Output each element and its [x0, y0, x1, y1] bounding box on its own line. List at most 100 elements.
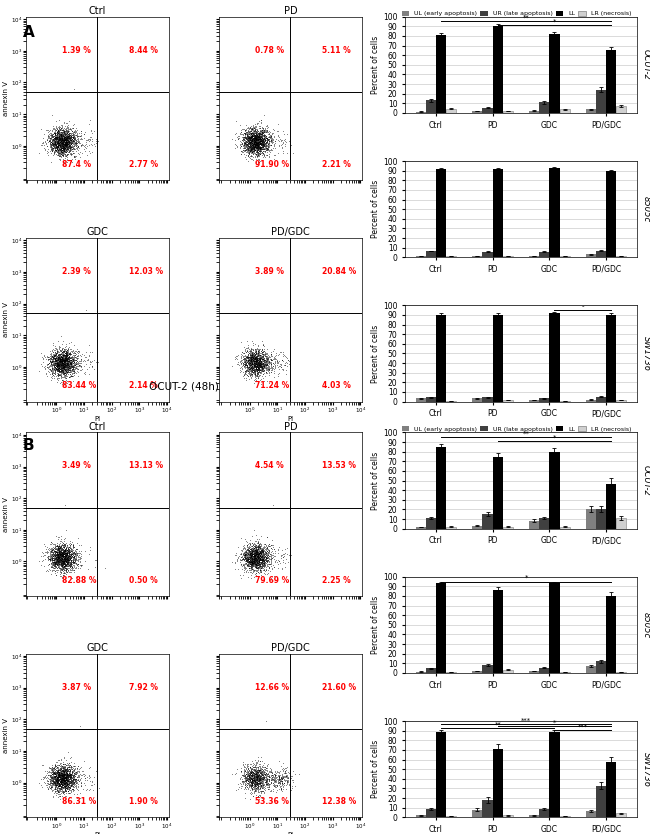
- Point: [58, 554, 69, 567]
- Point: [57, 543, 68, 556]
- Point: [79, 769, 90, 782]
- Point: [252, 352, 262, 365]
- Point: [252, 132, 262, 145]
- Point: [243, 133, 254, 147]
- Point: [249, 543, 259, 556]
- Point: [250, 147, 260, 160]
- Point: [265, 350, 276, 364]
- Point: [261, 306, 271, 319]
- Point: [242, 364, 252, 377]
- Point: [255, 549, 266, 562]
- Point: [74, 354, 85, 367]
- Point: [258, 761, 268, 774]
- Point: [77, 722, 88, 736]
- Point: [49, 770, 60, 783]
- Point: [248, 139, 259, 153]
- Point: [248, 722, 259, 736]
- Point: [267, 306, 278, 319]
- Point: [248, 140, 259, 153]
- Point: [53, 786, 64, 799]
- Point: [250, 134, 260, 148]
- Point: [61, 133, 72, 147]
- Point: [256, 501, 266, 515]
- Point: [53, 124, 64, 138]
- Point: [66, 130, 76, 143]
- Point: [261, 766, 272, 780]
- Point: [55, 551, 66, 565]
- Point: [62, 539, 72, 552]
- Point: [55, 775, 66, 788]
- Point: [53, 775, 63, 788]
- Point: [244, 138, 255, 152]
- Point: [266, 126, 277, 139]
- Point: [63, 556, 73, 570]
- Point: [63, 140, 73, 153]
- Point: [47, 554, 58, 567]
- Point: [263, 85, 273, 98]
- Point: [64, 558, 74, 571]
- Point: [261, 342, 272, 355]
- Point: [57, 538, 67, 551]
- Point: [59, 344, 70, 358]
- Point: [75, 352, 86, 365]
- Point: [52, 556, 62, 570]
- Point: [238, 776, 248, 790]
- Point: [47, 549, 58, 562]
- Point: [49, 137, 60, 150]
- Point: [55, 369, 65, 382]
- Point: [250, 501, 261, 515]
- Point: [59, 138, 70, 151]
- Point: [264, 722, 274, 736]
- Point: [266, 357, 276, 370]
- Point: [56, 361, 66, 374]
- Point: [271, 306, 281, 319]
- Point: [246, 558, 256, 571]
- Point: [55, 138, 66, 151]
- Point: [242, 549, 252, 562]
- Point: [255, 349, 265, 362]
- Point: [58, 547, 68, 560]
- Point: [58, 776, 68, 789]
- Point: [254, 135, 265, 148]
- Point: [70, 126, 81, 139]
- Point: [58, 766, 69, 779]
- Point: [55, 552, 65, 565]
- Point: [70, 306, 80, 319]
- Point: [253, 761, 263, 774]
- Point: [267, 722, 278, 736]
- Point: [250, 137, 260, 150]
- Point: [254, 358, 265, 371]
- Point: [58, 771, 68, 785]
- Point: [256, 764, 266, 777]
- Point: [243, 550, 254, 564]
- Point: [61, 562, 72, 575]
- Bar: [482, 108, 493, 113]
- Point: [242, 358, 253, 371]
- Point: [55, 354, 66, 368]
- Point: [49, 776, 59, 790]
- Point: [62, 551, 72, 565]
- Point: [253, 722, 263, 736]
- Point: [261, 545, 272, 559]
- Point: [54, 359, 64, 372]
- Point: [44, 133, 55, 147]
- Point: [274, 771, 284, 784]
- Point: [72, 546, 83, 560]
- Point: [247, 552, 257, 565]
- Point: [62, 553, 72, 566]
- Point: [248, 501, 259, 515]
- Point: [243, 129, 254, 143]
- Point: [51, 364, 61, 377]
- Point: [48, 766, 58, 779]
- Point: [244, 770, 255, 783]
- Point: [47, 371, 57, 384]
- Point: [59, 143, 70, 156]
- Point: [250, 366, 261, 379]
- Point: [259, 124, 269, 138]
- Point: [250, 306, 260, 319]
- Point: [67, 306, 77, 319]
- Point: [53, 137, 64, 150]
- Point: [75, 722, 85, 736]
- Point: [60, 770, 70, 783]
- Point: [50, 772, 60, 786]
